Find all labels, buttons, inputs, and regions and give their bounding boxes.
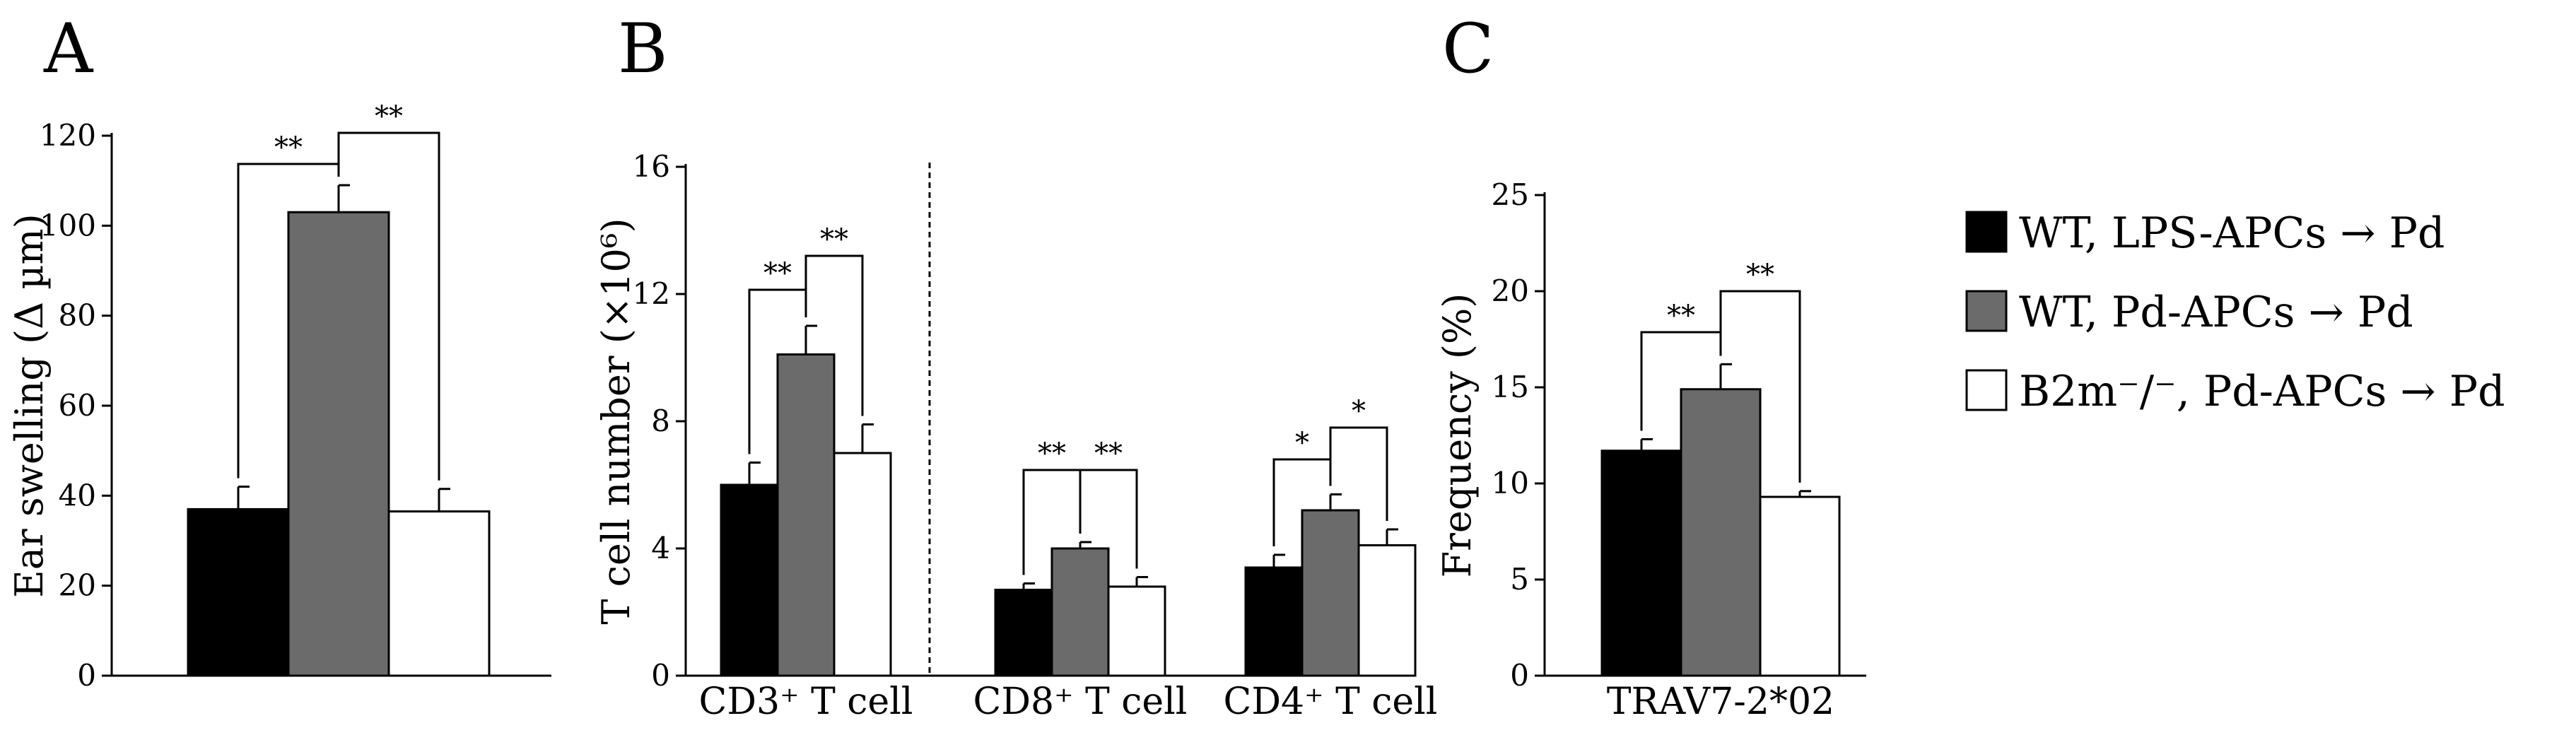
significance-label: * — [1352, 395, 1366, 428]
y-tick-label: 60 — [59, 388, 96, 423]
bar — [387, 510, 491, 677]
significance-label: ** — [1667, 300, 1695, 332]
significance-label: ** — [375, 100, 403, 133]
y-tick-label: 0 — [651, 658, 670, 693]
significance-label: ** — [1094, 437, 1123, 470]
bar — [1244, 566, 1304, 677]
significance-label: ** — [1038, 437, 1066, 470]
y-tick-label: 10 — [1492, 466, 1529, 500]
y-tick-label: 0 — [1510, 658, 1529, 693]
y-tick-label: 5 — [1510, 562, 1529, 597]
legend: WT, LPS-APCs → Pd WT, Pd-APCs → Pd B2m⁻/⁻,… — [1965, 208, 2505, 416]
panel-a-chart: 0 20 40 60 80 100 120 Ear swelling (Δ µm) ** ** — [7, 100, 551, 693]
panel-label-a: A — [43, 9, 94, 88]
y-axis-label: Ear swelling (Δ µm) — [7, 213, 52, 597]
y-axis-label: T cell number (×10⁶) — [594, 218, 638, 624]
y-tick-label: 20 — [1492, 274, 1529, 308]
x-category-label: CD8⁺ T cell — [973, 681, 1188, 723]
y-tick-label: 4 — [651, 531, 670, 565]
y-tick-label: 100 — [40, 208, 96, 242]
bar — [1357, 544, 1417, 677]
y-tick-label: 25 — [1492, 177, 1529, 212]
x-category-label: CD3⁺ T cell — [699, 681, 913, 723]
legend-swatch — [1965, 211, 2008, 253]
bar — [1107, 585, 1166, 677]
significance-label: * — [1295, 427, 1309, 459]
bar — [1301, 509, 1360, 677]
legend-label: WT, Pd-APCs → Pd — [2019, 288, 2413, 337]
y-axis-label: Frequency (%) — [1435, 293, 1480, 578]
y-tick-label: 0 — [77, 658, 96, 693]
x-category-label: CD4⁺ T cell — [1224, 681, 1438, 723]
y-tick-label: 8 — [651, 404, 670, 438]
significance-label: ** — [274, 131, 303, 164]
y-tick-label: 120 — [40, 118, 96, 153]
legend-label: WT, LPS-APCs → Pd — [2019, 208, 2445, 258]
x-category-label: TRAV7-2*02 — [1607, 681, 1834, 723]
significance-bracket — [804, 254, 864, 416]
legend-swatch — [1965, 369, 2008, 411]
bar — [776, 353, 836, 677]
y-tick-label: 40 — [59, 478, 96, 512]
y-tick-label: 80 — [59, 298, 96, 333]
panel-label-b: B — [618, 9, 668, 88]
bar — [720, 483, 779, 677]
bar — [1680, 388, 1762, 677]
significance-bracket — [1079, 469, 1138, 569]
significance-label: ** — [1746, 259, 1774, 291]
legend-label: B2m⁻/⁻, Pd-APCs → Pd — [2019, 367, 2505, 416]
panel-b-chart: 0 4 8 12 16 T cell number (×10⁶) CD3⁺ T cell CD… — [594, 149, 1437, 723]
panel-c-chart: 0 5 10 15 20 25 Frequency (%) TRAV7-2*02 ** ** — [1435, 177, 1866, 723]
y-tick-label: 12 — [633, 276, 670, 311]
y-tick-label: 15 — [1492, 370, 1529, 404]
bar — [187, 507, 290, 677]
bar — [994, 589, 1053, 677]
bar — [1600, 450, 1682, 677]
bar — [833, 452, 892, 677]
bar — [1050, 547, 1110, 677]
significance-bracket — [337, 131, 440, 481]
bar — [1759, 495, 1841, 677]
significance-bracket — [1719, 290, 1801, 483]
legend-swatch — [1965, 290, 2008, 332]
significance-bracket — [1329, 426, 1388, 521]
y-tick-label: 16 — [633, 149, 670, 184]
bar — [287, 211, 390, 677]
significance-label: ** — [763, 257, 792, 290]
y-tick-label: 20 — [59, 568, 96, 603]
panel-label-c: C — [1442, 9, 1494, 88]
significance-label: ** — [820, 223, 848, 256]
